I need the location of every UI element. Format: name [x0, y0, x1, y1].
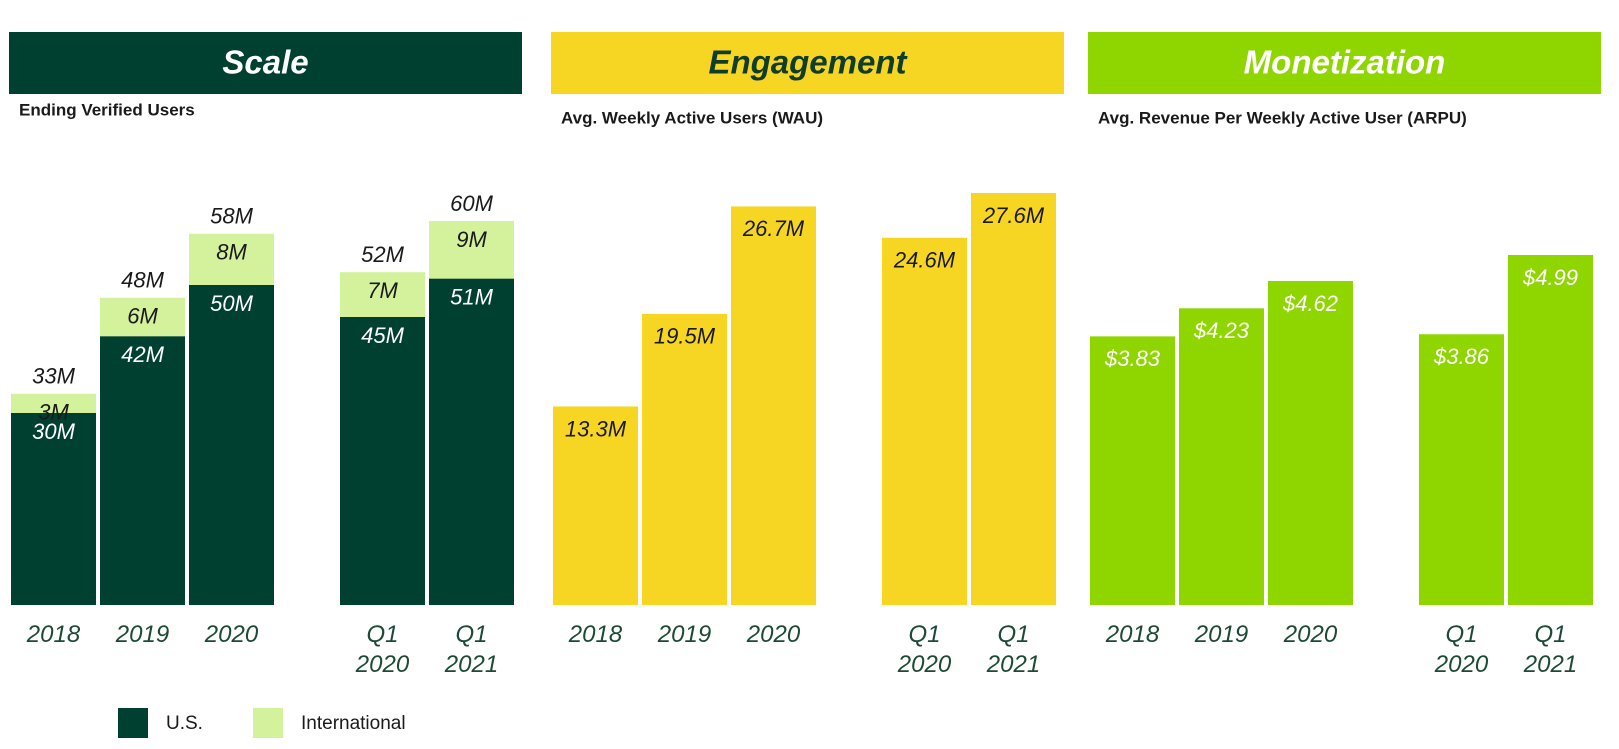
bar [1179, 308, 1264, 605]
x-tick-label: Q1 2021 [1523, 621, 1578, 678]
x-tick-label: 2018 [568, 621, 623, 648]
bar [1090, 336, 1175, 605]
legend-label: U.S. [166, 713, 203, 734]
legend-label: International [301, 713, 406, 734]
bar [1419, 334, 1504, 605]
bar-segment [11, 413, 96, 605]
x-tick-label: 2018 [26, 621, 81, 648]
value-label: 19.5M [654, 324, 716, 349]
total-label: 60M [450, 191, 493, 216]
x-tick-label: Q1 2021 [444, 621, 499, 678]
bar-segment [340, 272, 425, 317]
value-label: $3.86 [1433, 344, 1490, 369]
value-label: 27.6M [982, 203, 1045, 228]
bar [553, 406, 638, 605]
bar-segment [429, 278, 514, 605]
x-tick-label: 2019 [115, 621, 170, 648]
legend-swatch [118, 708, 148, 738]
x-tick-label: 2020 [204, 621, 259, 648]
value-label: 6M [127, 304, 158, 329]
value-label: 9M [456, 227, 487, 252]
value-label: 45M [361, 323, 404, 348]
bar-segment [100, 336, 185, 605]
x-tick-label: 2018 [1105, 621, 1160, 648]
value-label: 51M [450, 284, 493, 309]
x-tick-label: 2019 [1194, 621, 1249, 648]
x-tick-label: Q1 2021 [986, 621, 1041, 678]
bar [731, 206, 816, 605]
bar [971, 193, 1056, 605]
bar-segment [429, 221, 514, 279]
panel-title: Engagement [708, 44, 908, 81]
total-label: 58M [210, 204, 253, 229]
value-label: 42M [121, 342, 164, 367]
bar-segment [189, 233, 274, 285]
x-tick-label: 2020 [746, 621, 801, 648]
bar-segment [100, 297, 185, 337]
value-label: $4.23 [1193, 318, 1250, 343]
panel-header [1088, 32, 1601, 94]
bar-segment [340, 317, 425, 605]
value-label: 50M [210, 291, 253, 316]
value-label: 30M [32, 419, 75, 444]
legend-swatch [253, 708, 283, 738]
total-label: 33M [32, 364, 75, 389]
value-label: 8M [216, 240, 247, 265]
value-label: $4.62 [1282, 291, 1338, 316]
bar-segment [189, 285, 274, 605]
total-label: 52M [361, 242, 404, 267]
value-label: 26.7M [742, 216, 805, 241]
value-label: $3.83 [1104, 346, 1161, 371]
bar [1268, 280, 1353, 605]
panel-subtitle: Ending Verified Users [19, 100, 195, 119]
value-label: 24.6M [893, 248, 956, 273]
x-tick-label: Q1 2020 [1434, 621, 1489, 678]
panel-title: Monetization [1244, 44, 1446, 81]
bar [882, 237, 967, 606]
panel-title: Scale [222, 44, 308, 81]
panel-subtitle: Avg. Weekly Active Users (WAU) [561, 108, 823, 127]
panel-header [9, 32, 522, 94]
bar [1508, 255, 1593, 605]
value-label: 3M [38, 400, 69, 425]
x-tick-label: Q1 2020 [355, 621, 410, 678]
x-tick-label: 2020 [1283, 621, 1338, 648]
value-label: 7M [367, 278, 398, 303]
bar [642, 313, 727, 605]
total-label: 48M [121, 268, 164, 293]
bar-segment [11, 393, 96, 413]
value-label: $4.99 [1522, 265, 1578, 290]
x-tick-label: 2019 [657, 621, 712, 648]
panel-subtitle: Avg. Revenue Per Weekly Active User (ARP… [1098, 108, 1467, 127]
x-tick-label: Q1 2020 [897, 621, 952, 678]
value-label: 13.3M [565, 416, 627, 441]
panel-header [551, 32, 1064, 94]
